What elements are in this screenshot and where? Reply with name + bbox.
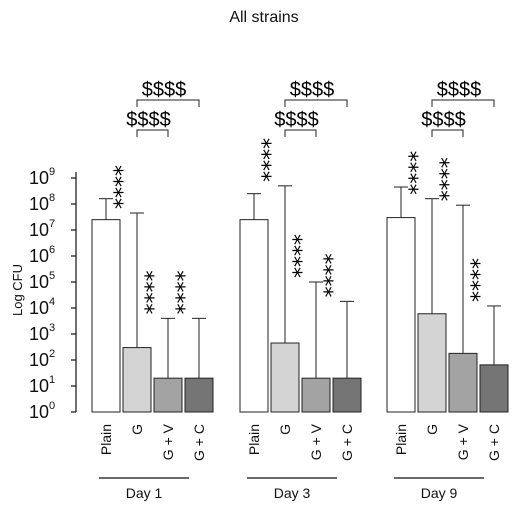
- x-tick-label: G + V: [160, 423, 176, 460]
- y-tick-label: 105: [29, 270, 55, 292]
- significance-stars: ****: [142, 270, 167, 314]
- significance-bracket: [431, 129, 464, 137]
- y-tick-label: 104: [29, 296, 55, 318]
- bracket-label: $$$$: [126, 109, 171, 131]
- bracket-label: $$$$: [290, 79, 335, 101]
- x-axis-labels: Plain G G + V G + C Day 1 Plain G G + V G + C Day…: [98, 423, 502, 501]
- bar: [332, 377, 362, 413]
- bar: [153, 377, 183, 413]
- y-tick-label: 109: [29, 166, 55, 188]
- x-tick-label: Plain: [246, 424, 262, 455]
- significance-stars: ****: [173, 270, 198, 314]
- significance-stars: ****: [406, 151, 431, 195]
- bar: [122, 347, 152, 413]
- x-tick-label: Plain: [393, 424, 409, 455]
- group-label: Day 1: [126, 485, 163, 501]
- significance-stars: ****: [321, 253, 346, 297]
- significance-stars: ****: [111, 165, 136, 209]
- bracket-label: $$$$: [421, 109, 466, 131]
- bar: [301, 377, 331, 413]
- bar: [417, 313, 447, 413]
- y-axis-ticks: 100 101 102 103 104 105 106 107 108 109: [29, 166, 76, 422]
- significance-bracket: [284, 99, 348, 107]
- bars-layer: [91, 185, 509, 413]
- bar: [239, 219, 269, 413]
- group-label: Day 9: [421, 485, 458, 501]
- y-tick-label: 100: [29, 400, 55, 422]
- x-tick-label: G + V: [455, 423, 471, 460]
- y-tick-label: 108: [29, 192, 55, 214]
- y-tick-label: 106: [29, 244, 55, 266]
- bar: [184, 377, 214, 413]
- y-tick-label: 101: [29, 374, 55, 396]
- bar: [270, 342, 300, 413]
- bracket-label: $$$$: [142, 79, 187, 101]
- y-tick-label: 103: [29, 322, 55, 344]
- significance-stars: ****: [437, 157, 462, 201]
- bracket-label: $$$$: [437, 79, 482, 101]
- bar: [479, 364, 509, 413]
- x-tick-label: G + V: [308, 423, 324, 460]
- x-tick-label: G: [129, 424, 145, 435]
- annotations-layer: ******** ****$$$$$$$$******** ****$$$$$$$$…: [111, 79, 495, 314]
- significance-bracket: [136, 99, 200, 107]
- significance-bracket: [431, 99, 495, 107]
- y-tick-label: 102: [29, 348, 55, 370]
- bar: [91, 219, 121, 413]
- significance-bracket: [136, 129, 169, 137]
- x-tick-label: G + C: [339, 424, 355, 461]
- x-tick-label: Plain: [98, 424, 114, 455]
- bar: [386, 217, 416, 413]
- significance-stars: ****: [290, 234, 315, 278]
- significance-stars: ****: [259, 138, 284, 182]
- chart-title: All strains: [229, 9, 298, 26]
- y-axis-label: Log CFU: [10, 264, 25, 316]
- bracket-label: $$$$: [274, 109, 319, 131]
- y-tick-label: 107: [29, 218, 55, 240]
- significance-bracket: [284, 129, 317, 137]
- significance-stars: ****: [468, 258, 493, 302]
- bar: [448, 352, 478, 413]
- x-tick-label: G: [424, 424, 440, 435]
- x-tick-label: G: [277, 424, 293, 435]
- group-label: Day 3: [274, 485, 311, 501]
- x-tick-label: G + C: [486, 424, 502, 461]
- x-tick-label: G + C: [191, 424, 207, 461]
